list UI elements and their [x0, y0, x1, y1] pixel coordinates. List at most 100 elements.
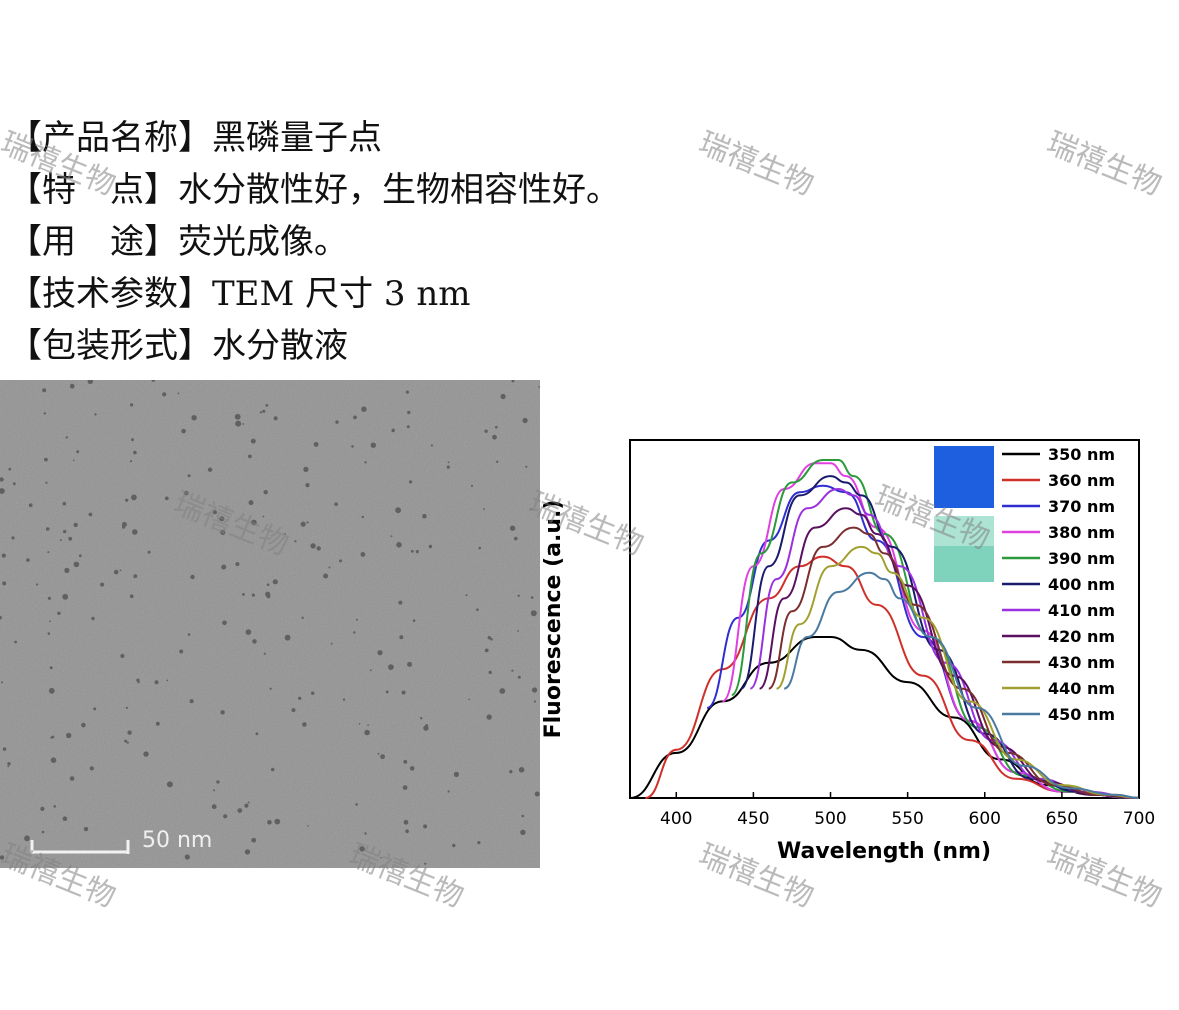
tem-particle: [509, 525, 516, 531]
tem-particle: [119, 569, 122, 572]
tem-particle: [452, 843, 456, 848]
tem-particle: [44, 457, 48, 462]
tem-particle: [355, 803, 358, 806]
tem-particle: [252, 639, 257, 644]
tem-particle: [11, 536, 15, 540]
tem-particle: [423, 824, 428, 829]
tem-particle: [251, 837, 257, 843]
tem-particle: [62, 501, 67, 506]
x-tick-label: 700: [1123, 809, 1155, 829]
tem-particle: [351, 445, 354, 448]
tem-particle: [0, 855, 5, 860]
tem-particle: [263, 490, 268, 495]
tem-particle: [323, 573, 329, 579]
tem-particle: [401, 690, 406, 695]
tem-particle: [1, 681, 3, 684]
tem-particle: [221, 564, 227, 570]
tem-particle: [127, 730, 132, 735]
tem-particle: [342, 698, 346, 701]
tem-particle: [520, 829, 526, 835]
tem-particle: [94, 413, 97, 416]
tem-particle: [1, 553, 6, 558]
tem-particle: [131, 494, 137, 501]
tem-particle: [364, 461, 367, 464]
x-tick-label: 500: [814, 809, 846, 829]
tem-particle: [517, 675, 521, 679]
tem-particle: [36, 583, 39, 586]
tem-particle: [364, 832, 367, 835]
legend-label: 440 nm: [1048, 679, 1115, 698]
tem-particle: [184, 854, 190, 860]
tem-particle: [396, 542, 402, 548]
spec-row-packaging: 【包装形式】水分散液: [8, 320, 620, 372]
tem-particle: [220, 529, 226, 535]
tem-particle: [391, 428, 396, 433]
spec-value: 荧光成像。: [178, 222, 348, 262]
tem-particle: [248, 454, 252, 459]
tem-particle: [26, 558, 30, 562]
tem-particle: [57, 611, 61, 615]
tem-particle: [533, 700, 537, 703]
tem-particle: [126, 741, 129, 744]
tem-particle: [465, 594, 468, 597]
tem-particle: [255, 732, 259, 736]
tem-particle: [73, 459, 75, 462]
tem-particle: [517, 594, 520, 597]
tem-particle: [62, 529, 67, 534]
tem-particle: [403, 759, 408, 764]
tem-particle: [284, 634, 291, 641]
tem-particle: [137, 681, 140, 684]
tem-particle: [51, 735, 55, 739]
tem-particle: [273, 416, 278, 421]
inset-image-uv: [934, 446, 994, 508]
tem-particle: [207, 467, 213, 472]
tem-particle: [313, 442, 319, 447]
tem-particle: [69, 383, 75, 389]
tem-micrograph: [0, 380, 540, 868]
tem-particle: [235, 562, 240, 567]
legend-label: 450 nm: [1048, 705, 1115, 724]
tem-particle: [65, 436, 69, 439]
spec-key: 【技术参数】: [8, 274, 212, 314]
tem-particle: [328, 566, 331, 569]
tem-particle: [364, 729, 370, 736]
tem-particle: [247, 801, 250, 804]
tem-particle: [428, 544, 433, 549]
tem-particle: [420, 717, 423, 720]
tem-particle: [447, 461, 450, 464]
tem-particle: [300, 521, 306, 527]
tem-particle: [133, 574, 138, 579]
x-tick-label: 450: [737, 809, 769, 829]
tem-particle: [483, 508, 485, 510]
tem-particle: [500, 393, 506, 400]
tem-particle: [269, 687, 272, 690]
tem-particle: [49, 620, 51, 623]
tem-particle: [62, 816, 68, 821]
tem-particle: [151, 380, 156, 382]
tem-particle: [124, 739, 128, 743]
tem-particle: [484, 429, 488, 433]
tem-particle: [47, 632, 51, 635]
tem-particle: [530, 596, 534, 599]
tem-particle: [361, 406, 367, 412]
tem-particle: [380, 857, 382, 859]
tem-particle: [495, 425, 498, 429]
y-axis-label: Fluorescence (a.u.): [541, 500, 566, 739]
tem-particle: [477, 841, 481, 845]
tem-particle: [409, 766, 415, 771]
tem-particle: [83, 826, 89, 832]
tem-particle: [380, 754, 385, 760]
tem-particle: [395, 507, 401, 514]
spec-key: 【产品名称】: [8, 118, 212, 158]
tem-particle: [183, 490, 189, 496]
tem-particle: [272, 579, 278, 585]
watermark: 瑞禧生物: [1041, 125, 1167, 203]
tem-particle: [133, 450, 137, 455]
tem-particle: [511, 669, 514, 672]
tem-particle: [360, 552, 366, 557]
legend-label: 380 nm: [1048, 523, 1115, 542]
tem-texture: [0, 380, 540, 868]
tem-particle: [73, 522, 78, 528]
tem-particle: [453, 771, 459, 777]
tem-particle: [40, 806, 45, 811]
